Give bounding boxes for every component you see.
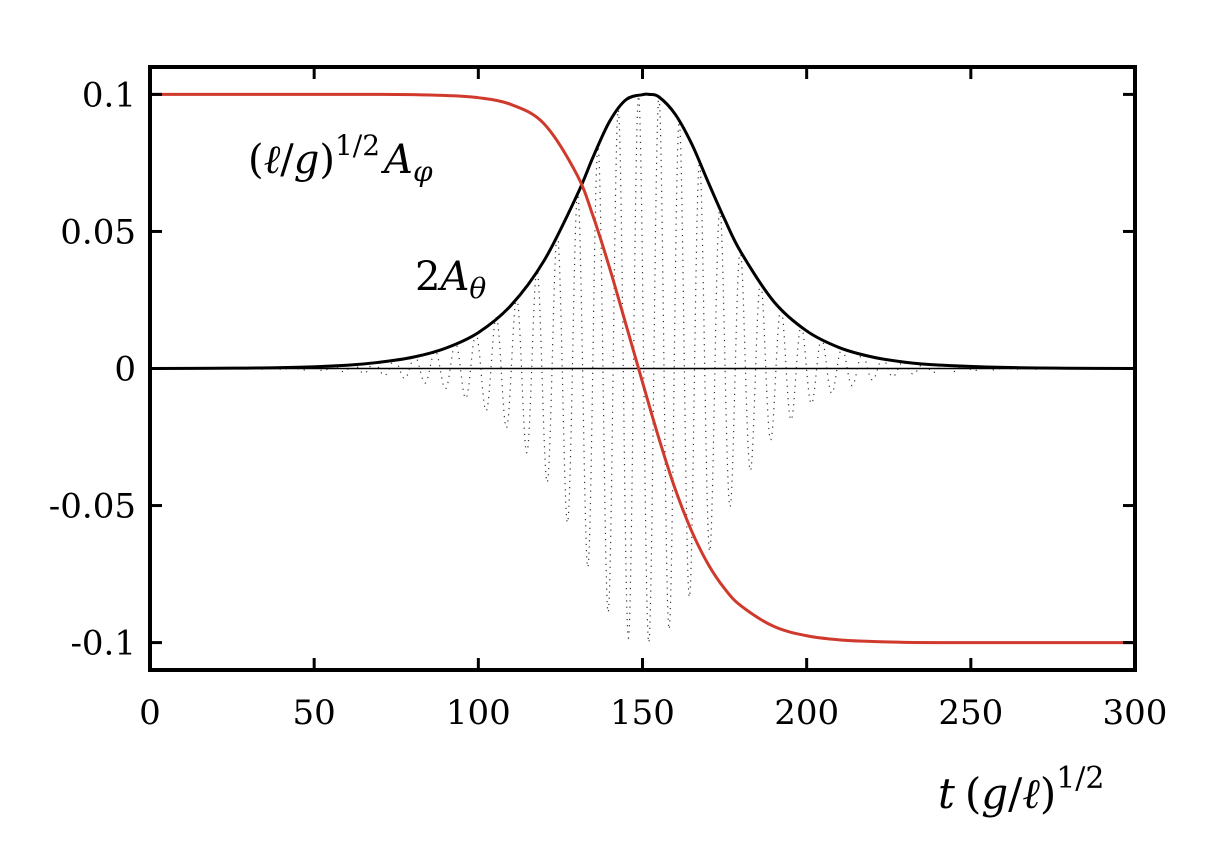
- amplitude-symbol: A: [436, 254, 469, 300]
- x-axis-label: t (g/ℓ)1/2: [938, 761, 1105, 818]
- series-label-a-phi: (ℓ/g)1/2 Aφ: [248, 129, 433, 188]
- subscript-theta: θ: [469, 272, 486, 305]
- x-tick-label: 200: [774, 693, 839, 733]
- exponent: 1/2: [1056, 761, 1104, 796]
- y-tick-label: -0.1: [70, 624, 136, 664]
- series-lines: [149, 92, 1136, 645]
- axis-ticks: 0 50 100 150 200 250 300 0.1 0.05 0 -0.05 -0.1: [49, 67, 1168, 733]
- amplitude-symbol: A: [380, 137, 413, 183]
- x-tick-label: 250: [938, 693, 1003, 733]
- y-tick-label: 0.05: [60, 212, 136, 252]
- factor-two: 2: [415, 254, 440, 300]
- y-tick-label: 0: [114, 350, 136, 390]
- x-tick-label: 50: [293, 693, 336, 733]
- t-symbol: t: [938, 769, 955, 818]
- x-tick-label: 150: [610, 693, 675, 733]
- x-tick-label: 300: [1103, 693, 1168, 733]
- slash: /: [280, 137, 294, 183]
- paren-close: ): [319, 137, 335, 183]
- exponent: 1/2: [335, 129, 380, 162]
- g-symbol: g: [294, 137, 320, 183]
- y-tick-label: -0.05: [49, 487, 136, 527]
- paren-open: (: [965, 769, 981, 818]
- slash: /: [1008, 769, 1023, 818]
- x-tick-label: 0: [139, 693, 161, 733]
- series-label-a-theta: 2Aθ: [415, 254, 486, 305]
- series-oscillation: [150, 94, 1135, 645]
- ell-symbol: ℓ: [1022, 769, 1040, 818]
- paren-close: ): [1040, 769, 1056, 818]
- subscript-phi: φ: [413, 155, 433, 188]
- y-tick-label: 0.1: [82, 75, 136, 115]
- paren-open: (: [248, 137, 264, 183]
- oscillation-dots: [150, 94, 1135, 645]
- g-symbol: g: [981, 769, 1008, 818]
- ell-symbol: ℓ: [264, 137, 281, 183]
- series-2a-theta: [149, 92, 1136, 370]
- x-tick-label: 100: [446, 693, 511, 733]
- series-a-phi: [150, 92, 1135, 645]
